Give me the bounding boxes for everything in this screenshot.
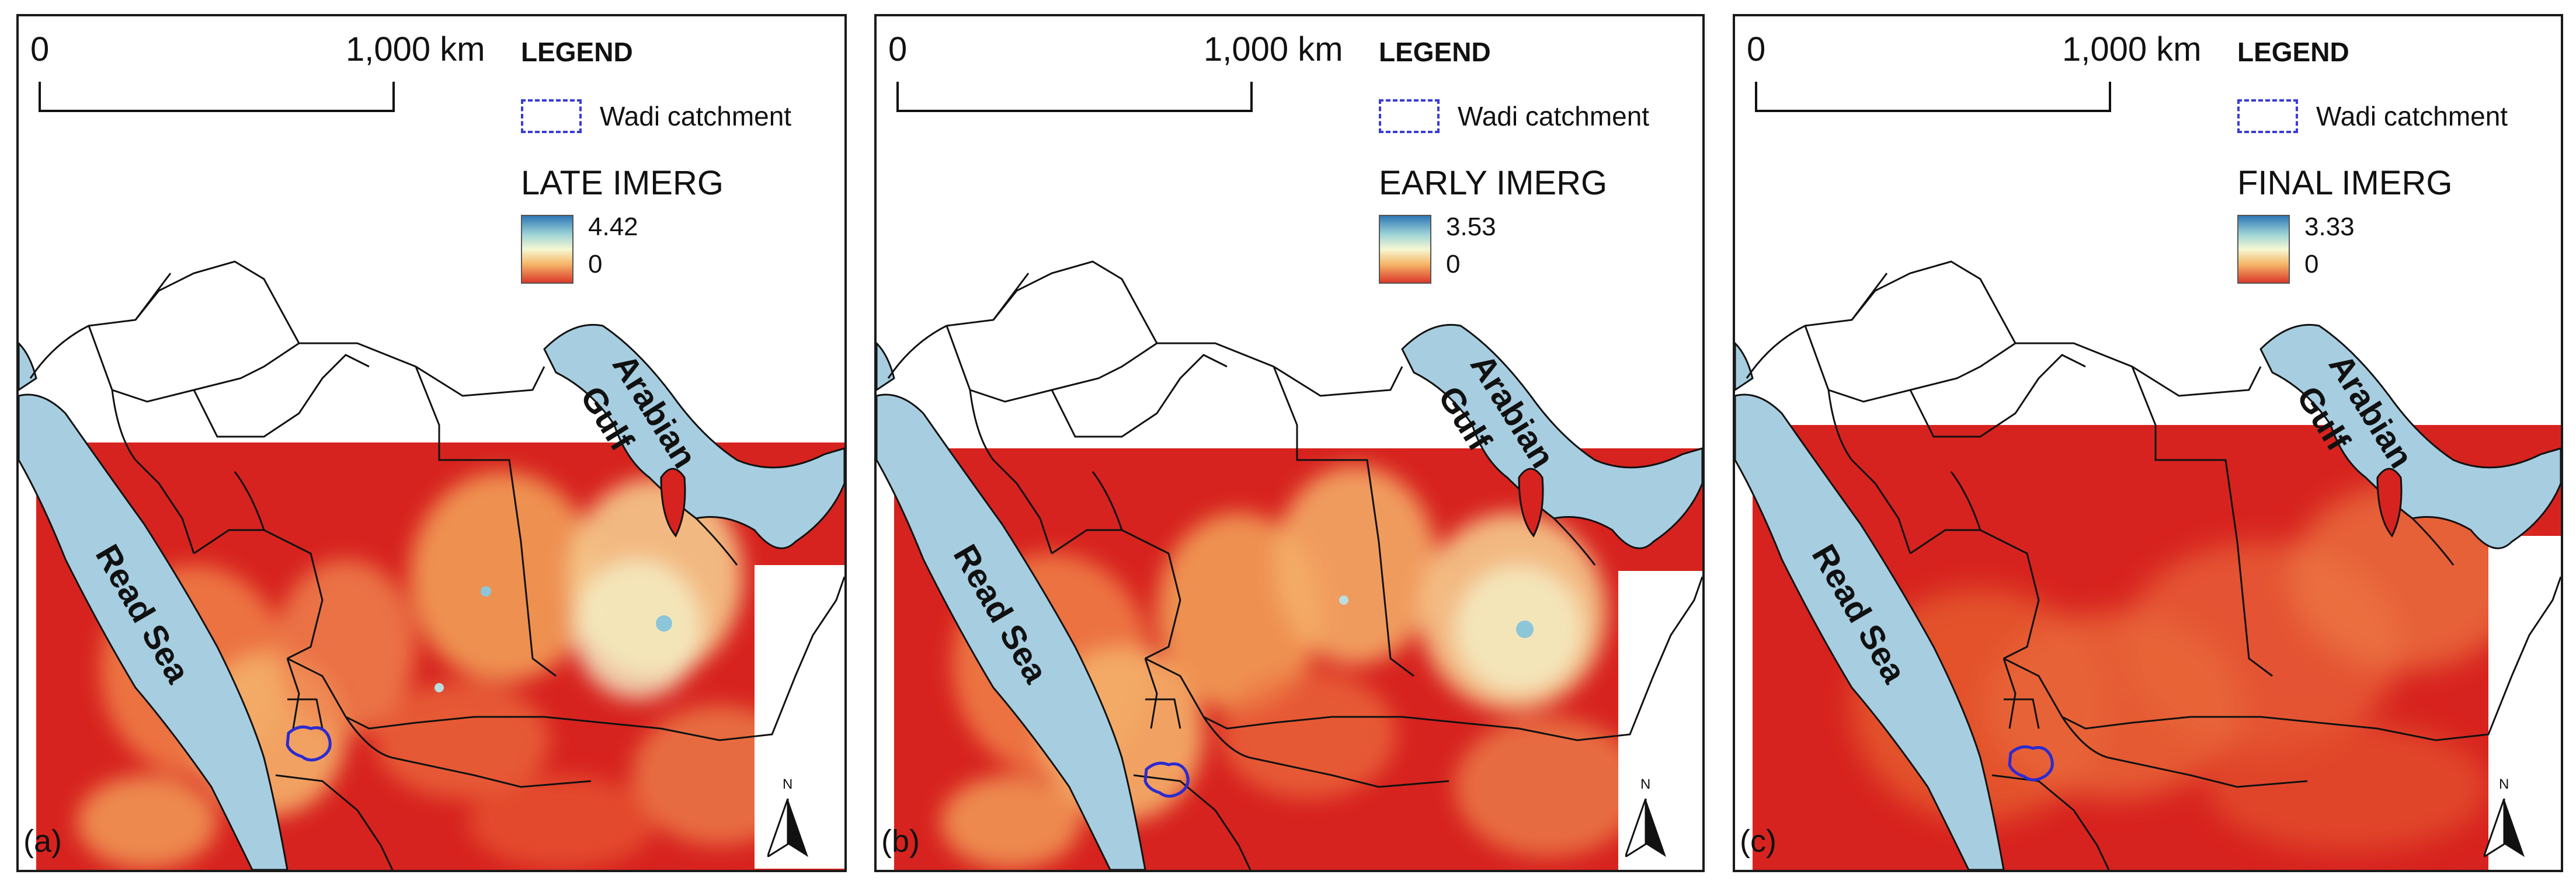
color-ramp-min-label: 0	[2304, 250, 2319, 278]
product-title: LATE IMERG	[521, 164, 724, 202]
color-ramp-max-label: 3.53	[1446, 212, 1496, 241]
arabian-gulf-water	[1401, 323, 1702, 549]
catchment-legend-swatch	[521, 99, 582, 133]
wadi-catchment-outline	[286, 725, 332, 762]
map-panel-early-imerg: Read Sea Arabian Gulf 0 1,000 km LEGEND …	[874, 14, 1705, 872]
catchment-legend-label: Wadi catchment	[2316, 101, 2508, 131]
catchment-legend-swatch	[2237, 99, 2298, 133]
scale-bar-end-label: 1,000 km	[1204, 30, 1343, 68]
panel-label: (b)	[881, 824, 920, 859]
map-panel-final-imerg: Read Sea Arabian Gulf 0 1,000 km LEGEND …	[1733, 14, 2563, 872]
product-title: FINAL IMERG	[2237, 164, 2453, 202]
catchment-legend-swatch	[1379, 99, 1440, 133]
panel-label: (a)	[23, 824, 62, 859]
catchment-legend-label: Wadi catchment	[1458, 101, 1650, 131]
color-ramp	[521, 215, 573, 284]
country-borders	[1746, 260, 2561, 870]
product-title: EARLY IMERG	[1379, 164, 1608, 202]
country-borders	[887, 260, 1702, 870]
red-sea-water	[1735, 393, 2005, 870]
color-ramp	[1379, 215, 1431, 284]
legend-title: LEGEND	[1379, 37, 1491, 67]
scale-bar-end-label: 1,000 km	[2062, 30, 2202, 68]
legend-title: LEGEND	[521, 37, 633, 67]
scale-bar	[896, 82, 1253, 112]
color-ramp-min-label: 0	[588, 250, 603, 278]
color-ramp	[2237, 215, 2290, 284]
north-label: N	[1640, 776, 1651, 792]
map-canvas: Read Sea Arabian Gulf	[877, 260, 1702, 870]
country-borders	[29, 260, 844, 870]
catchment-legend-label: Wadi catchment	[600, 101, 792, 131]
map-panel-late-imerg: Read Sea Arabian Gulf 0 1,000 km LEGEND …	[16, 14, 847, 872]
color-ramp-max-label: 3.33	[2304, 212, 2355, 241]
scale-bar	[39, 82, 395, 112]
color-ramp-min-label: 0	[1446, 250, 1461, 278]
wadi-catchment-outline	[2008, 745, 2054, 782]
north-arrow-icon	[767, 799, 808, 857]
map-canvas: Read Sea Arabian Gulf	[19, 260, 844, 870]
north-arrow-icon	[1625, 799, 1666, 857]
arabian-gulf-water	[543, 323, 844, 549]
scale-bar-end-label: 1,000 km	[346, 30, 485, 68]
wadi-catchment-outline	[1143, 761, 1190, 798]
scale-bar-start-label: 0	[1747, 30, 1766, 68]
red-sea-water	[19, 393, 288, 870]
legend-title: LEGEND	[2237, 37, 2349, 67]
north-label: N	[783, 776, 793, 792]
color-ramp-max-label: 4.42	[588, 212, 638, 241]
north-label: N	[2499, 776, 2509, 792]
scale-bar	[1755, 82, 2111, 112]
map-canvas: Read Sea Arabian Gulf	[1735, 260, 2561, 870]
scale-bar-start-label: 0	[888, 30, 908, 68]
panel-label: (c)	[1740, 824, 1777, 859]
arabian-gulf-water	[2259, 323, 2561, 549]
north-arrow-icon	[2484, 799, 2525, 857]
red-sea-water	[877, 393, 1146, 870]
scale-bar-start-label: 0	[30, 30, 50, 68]
